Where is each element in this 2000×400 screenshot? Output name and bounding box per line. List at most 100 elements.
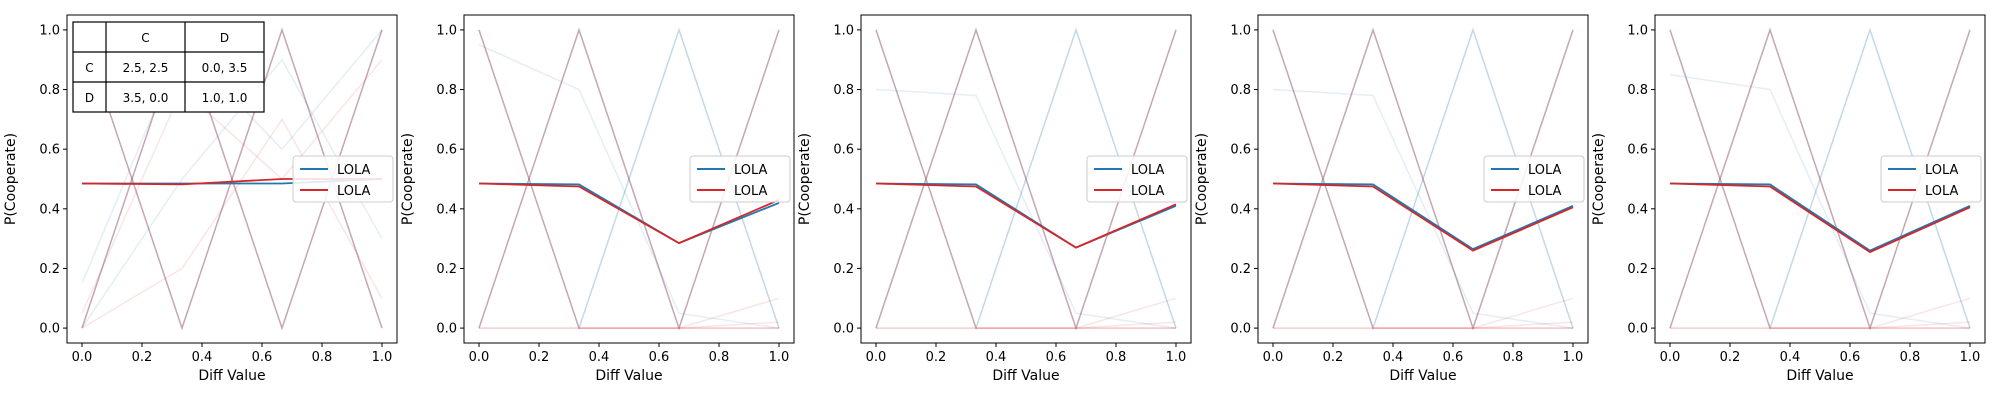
legend-label-2: LOLA bbox=[1528, 184, 1562, 199]
y-tick-label: 0.8 bbox=[436, 83, 457, 98]
y-tick-label: 0.6 bbox=[436, 143, 457, 158]
y-tick-label: 0.2 bbox=[436, 262, 457, 277]
y-tick-label: 1.0 bbox=[833, 23, 854, 38]
plot-frame bbox=[1654, 14, 1986, 344]
y-tick-label: 0.2 bbox=[1627, 262, 1648, 277]
background-line-blue bbox=[1669, 73, 1971, 329]
x-tick-label: 1.0 bbox=[1166, 350, 1187, 365]
y-tick-label: 0.2 bbox=[833, 262, 854, 277]
x-tick-label: 0.0 bbox=[1263, 350, 1284, 365]
y-tick-label: 0.6 bbox=[1627, 143, 1648, 158]
x-axis-label: Diff Value bbox=[198, 368, 265, 384]
x-tick-label: 0.2 bbox=[132, 350, 153, 365]
background-line-red bbox=[1273, 321, 1574, 329]
y-tick-label: 0.0 bbox=[1230, 322, 1251, 337]
x-tick-label: 0.4 bbox=[192, 350, 213, 365]
table-cell: 3.5, 0.0 bbox=[123, 91, 169, 105]
y-tick-label: 0.0 bbox=[39, 322, 60, 337]
background-line-red bbox=[479, 321, 780, 329]
background-line-red bbox=[1272, 29, 1573, 329]
background-line-blue bbox=[478, 44, 780, 329]
x-tick-label: 0.2 bbox=[1323, 350, 1344, 365]
y-tick-label: 0.0 bbox=[1627, 322, 1648, 337]
y-tick-label: 0.2 bbox=[1230, 262, 1251, 277]
chart-panel-4: 0.0 0.2 0.4 0.6 0.8 1.0 0.0 0.2 0.4 0.6 0.8 1.0 Diff… bbox=[1194, 14, 1589, 384]
y-axis-label: P(Cooperate) bbox=[400, 133, 416, 225]
legend-label-1: LOLA bbox=[1925, 163, 1959, 178]
series-line-2 bbox=[1669, 182, 1971, 254]
x-tick-label: 0.0 bbox=[72, 350, 93, 365]
y-tick-label: 0.4 bbox=[833, 202, 854, 217]
table-cell: 0.0, 3.5 bbox=[202, 61, 248, 75]
x-tick-label: 0.8 bbox=[709, 350, 730, 365]
x-tick-label: 0.4 bbox=[1780, 350, 1801, 365]
background-line-red bbox=[1669, 29, 1970, 329]
y-tick-label: 0.6 bbox=[1230, 143, 1251, 158]
y-tick-label: 0.0 bbox=[436, 322, 457, 337]
legend: LOLA LOLA bbox=[1483, 155, 1585, 203]
background-line-red bbox=[81, 59, 383, 314]
x-tick-label: 0.2 bbox=[529, 350, 550, 365]
background-line-blue bbox=[1272, 88, 1574, 329]
series-line-1 bbox=[1272, 182, 1574, 251]
series-line-2 bbox=[478, 182, 780, 245]
background-line-red bbox=[1670, 321, 1971, 329]
x-tick-label: 0.4 bbox=[589, 350, 610, 365]
plot-frame bbox=[66, 14, 398, 344]
y-tick-label: 0.4 bbox=[1230, 202, 1251, 217]
table-cell: 1.0, 1.0 bbox=[202, 91, 248, 105]
y-tick-label: 0.6 bbox=[39, 143, 60, 158]
plot-frame bbox=[463, 14, 795, 344]
y-axis-label: P(Cooperate) bbox=[1591, 133, 1607, 225]
x-axis-label: Diff Value bbox=[595, 368, 662, 384]
payoff-table-border bbox=[72, 21, 265, 113]
background-line-red bbox=[875, 29, 1176, 329]
legend-label-1: LOLA bbox=[1131, 163, 1165, 178]
plot-frame bbox=[860, 14, 1192, 344]
background-line-red bbox=[479, 297, 780, 329]
x-tick-label: 0.0 bbox=[1660, 350, 1681, 365]
background-line-red bbox=[1670, 297, 1971, 329]
y-axis-label: P(Cooperate) bbox=[797, 133, 813, 225]
y-tick-label: 0.8 bbox=[39, 83, 60, 98]
table-row-header: D bbox=[85, 91, 94, 105]
background-line-red bbox=[876, 297, 1177, 329]
x-tick-label: 0.2 bbox=[926, 350, 947, 365]
x-tick-label: 0.4 bbox=[986, 350, 1007, 365]
legend-label-2: LOLA bbox=[734, 184, 768, 199]
x-tick-label: 0.6 bbox=[649, 350, 670, 365]
x-tick-label: 0.0 bbox=[469, 350, 490, 365]
x-axis-label: Diff Value bbox=[1786, 368, 1853, 384]
y-tick-label: 0.0 bbox=[833, 322, 854, 337]
y-axis-label: P(Cooperate) bbox=[3, 133, 19, 225]
y-tick-label: 0.8 bbox=[833, 83, 854, 98]
x-tick-label: 0.6 bbox=[1443, 350, 1464, 365]
series-line-1 bbox=[478, 182, 780, 245]
y-tick-label: 0.4 bbox=[436, 202, 457, 217]
legend-label-1: LOLA bbox=[734, 163, 768, 178]
payoff-table: C D C 2.5, 2.5 0.0, 3.5 D 3.5, 0.0 1.0, 1.0 bbox=[72, 21, 265, 113]
x-axis-label: Diff Value bbox=[1389, 368, 1456, 384]
table-cell: 2.5, 2.5 bbox=[123, 61, 169, 75]
y-tick-label: 0.6 bbox=[833, 143, 854, 158]
y-tick-label: 1.0 bbox=[1627, 23, 1648, 38]
background-line-red bbox=[1273, 297, 1574, 329]
chart-panel-1: 0.0 0.2 0.4 0.6 0.8 1.0 0.0 0.2 0.4 0.6 0.8 1.0 Diff… bbox=[3, 14, 398, 384]
legend-label-2: LOLA bbox=[1925, 184, 1959, 199]
x-tick-label: 0.4 bbox=[1383, 350, 1404, 365]
table-col-header: C bbox=[141, 31, 149, 45]
table-col-header: D bbox=[220, 31, 229, 45]
y-tick-label: 0.4 bbox=[1627, 202, 1648, 217]
legend-label-1: LOLA bbox=[1528, 163, 1562, 178]
legend: LOLA LOLA bbox=[292, 155, 394, 203]
y-tick-label: 0.8 bbox=[1627, 83, 1648, 98]
series-line-2 bbox=[875, 182, 1177, 249]
background-line-blue bbox=[875, 88, 1177, 329]
background-line-blue bbox=[81, 58, 383, 329]
y-tick-label: 0.4 bbox=[39, 202, 60, 217]
x-tick-label: 0.6 bbox=[1840, 350, 1861, 365]
plot-frame bbox=[1257, 14, 1589, 344]
chart-panel-3: 0.0 0.2 0.4 0.6 0.8 1.0 0.0 0.2 0.4 0.6 0.8 1.0 Diff… bbox=[797, 14, 1192, 384]
legend: LOLA LOLA bbox=[1086, 155, 1188, 203]
